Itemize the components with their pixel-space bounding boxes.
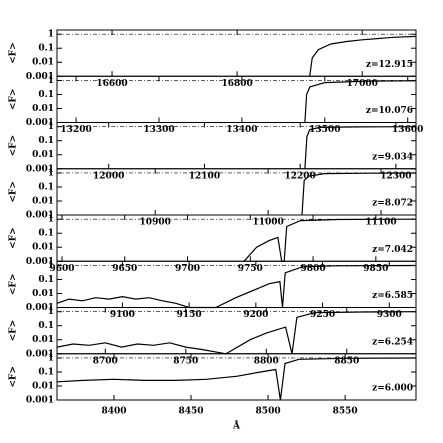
y-axis-label: <F>: [9, 320, 19, 341]
x-tick-label: 9150: [177, 310, 202, 320]
y-tick-label: 1: [48, 76, 54, 86]
y-tick-label: 0.001: [26, 72, 54, 82]
flux-line: [304, 80, 417, 123]
flux-line: [56, 264, 417, 309]
y-tick-label: 0.001: [26, 349, 54, 359]
y-axis-label: <F>: [9, 366, 19, 387]
x-tick-label: 16600: [96, 79, 127, 89]
y-tick-label: 0.001: [26, 118, 54, 128]
x-tick-label: 9100: [110, 310, 135, 320]
x-tick-label: 8700: [93, 356, 118, 366]
annotation: z=10.076: [366, 106, 413, 116]
x-tick-label: 11100: [365, 218, 396, 228]
panel-frame: [56, 214, 417, 262]
flux-line: [309, 35, 417, 77]
x-tick-label: 9700: [175, 264, 200, 274]
x-tick-label: 12200: [285, 171, 316, 181]
panel-frame: [56, 260, 417, 308]
x-tick-label: 8750: [173, 356, 198, 366]
x-tick-label: 8800: [254, 356, 279, 366]
panel-frame: [56, 353, 417, 401]
x-tick-label: 10900: [140, 218, 171, 228]
x-tick-label: 8850: [334, 356, 359, 366]
x-tick-label: 16800: [221, 79, 252, 89]
y-tick-label: 0.01: [32, 381, 54, 391]
y-axis-label: <F>: [9, 227, 19, 248]
y-tick-label: 0.1: [38, 90, 54, 100]
flux-line: [56, 311, 417, 355]
x-tick-label: 11000: [252, 218, 283, 228]
annotation: z=9.034: [372, 152, 413, 162]
x-tick-label: 8450: [179, 407, 204, 417]
y-tick-label: 0.1: [38, 367, 54, 377]
x-tick-label: 17000: [347, 79, 378, 89]
y-tick-label: 1: [48, 168, 54, 178]
y-tick-label: 0.1: [38, 229, 54, 239]
y-axis-label: <F>: [9, 181, 19, 202]
y-tick-label: 1: [48, 307, 54, 317]
y-tick-label: 0.01: [32, 104, 54, 114]
y-axis-label: <F>: [9, 274, 19, 295]
y-tick-label: 1: [48, 30, 54, 40]
x-tick-label: 8550: [333, 407, 358, 417]
x-axis-label: Å: [232, 420, 241, 432]
annotation: z=7.042: [372, 245, 413, 255]
y-tick-label: 0.01: [32, 150, 54, 160]
y-axis-label: <F>: [9, 42, 19, 63]
y-tick-label: 0.1: [38, 321, 54, 331]
x-tick-label: 13200: [60, 125, 91, 135]
y-tick-label: 0.01: [32, 243, 54, 253]
flux-line: [304, 126, 417, 169]
y-tick-label: 1: [48, 353, 54, 363]
y-tick-label: 0.001: [26, 303, 54, 313]
x-tick-label: 13400: [226, 125, 257, 135]
x-tick-label: 9850: [363, 264, 388, 274]
x-tick-label: 8500: [256, 407, 281, 417]
annotation: z=6.000: [372, 384, 413, 394]
y-axis-label: <F>: [9, 89, 19, 110]
y-tick-label: 0.01: [32, 335, 54, 345]
x-tick-label: 9800: [301, 264, 326, 274]
y-tick-label: 0.01: [32, 289, 54, 299]
y-tick-label: 0.1: [38, 44, 54, 54]
x-tick-label: 13500: [309, 125, 340, 135]
x-tick-label: 9650: [112, 264, 137, 274]
flux-line: [301, 172, 417, 216]
x-tick-label: 9750: [238, 264, 263, 274]
panel-frame: [56, 29, 417, 77]
y-tick-label: 0.1: [38, 275, 54, 285]
x-tick-label: 9300: [377, 310, 402, 320]
annotation: z=8.072: [372, 199, 413, 209]
x-tick-label: 13600: [392, 125, 423, 135]
x-tick-label: 8400: [101, 407, 126, 417]
y-tick-label: 0.01: [32, 58, 54, 68]
x-tick-label: 9200: [243, 310, 268, 320]
x-tick-label: 9250: [310, 310, 335, 320]
x-tick-label: 12300: [380, 171, 411, 181]
y-axis-label: <F>: [9, 135, 19, 156]
y-tick-label: 0.001: [26, 211, 54, 221]
y-tick-label: 0.01: [32, 196, 54, 206]
x-tick-label: 12000: [93, 171, 124, 181]
y-tick-label: 0.001: [26, 164, 54, 174]
x-tick-label: 12100: [189, 171, 220, 181]
y-tick-label: 0.1: [38, 136, 54, 146]
x-tick-label: 9600: [49, 264, 74, 274]
annotation: z=12.915: [366, 60, 413, 70]
annotation: z=6.254: [372, 337, 413, 347]
y-tick-label: 1: [48, 261, 54, 271]
flux-line: [56, 357, 417, 401]
annotation: z=6.585: [372, 291, 413, 301]
y-tick-label: 1: [48, 215, 54, 225]
y-tick-label: 0.1: [38, 182, 54, 192]
y-tick-label: 0.001: [26, 257, 54, 267]
x-tick-label: 13300: [143, 125, 174, 135]
y-tick-label: 0.001: [26, 396, 54, 406]
y-tick-label: 1: [48, 122, 54, 132]
